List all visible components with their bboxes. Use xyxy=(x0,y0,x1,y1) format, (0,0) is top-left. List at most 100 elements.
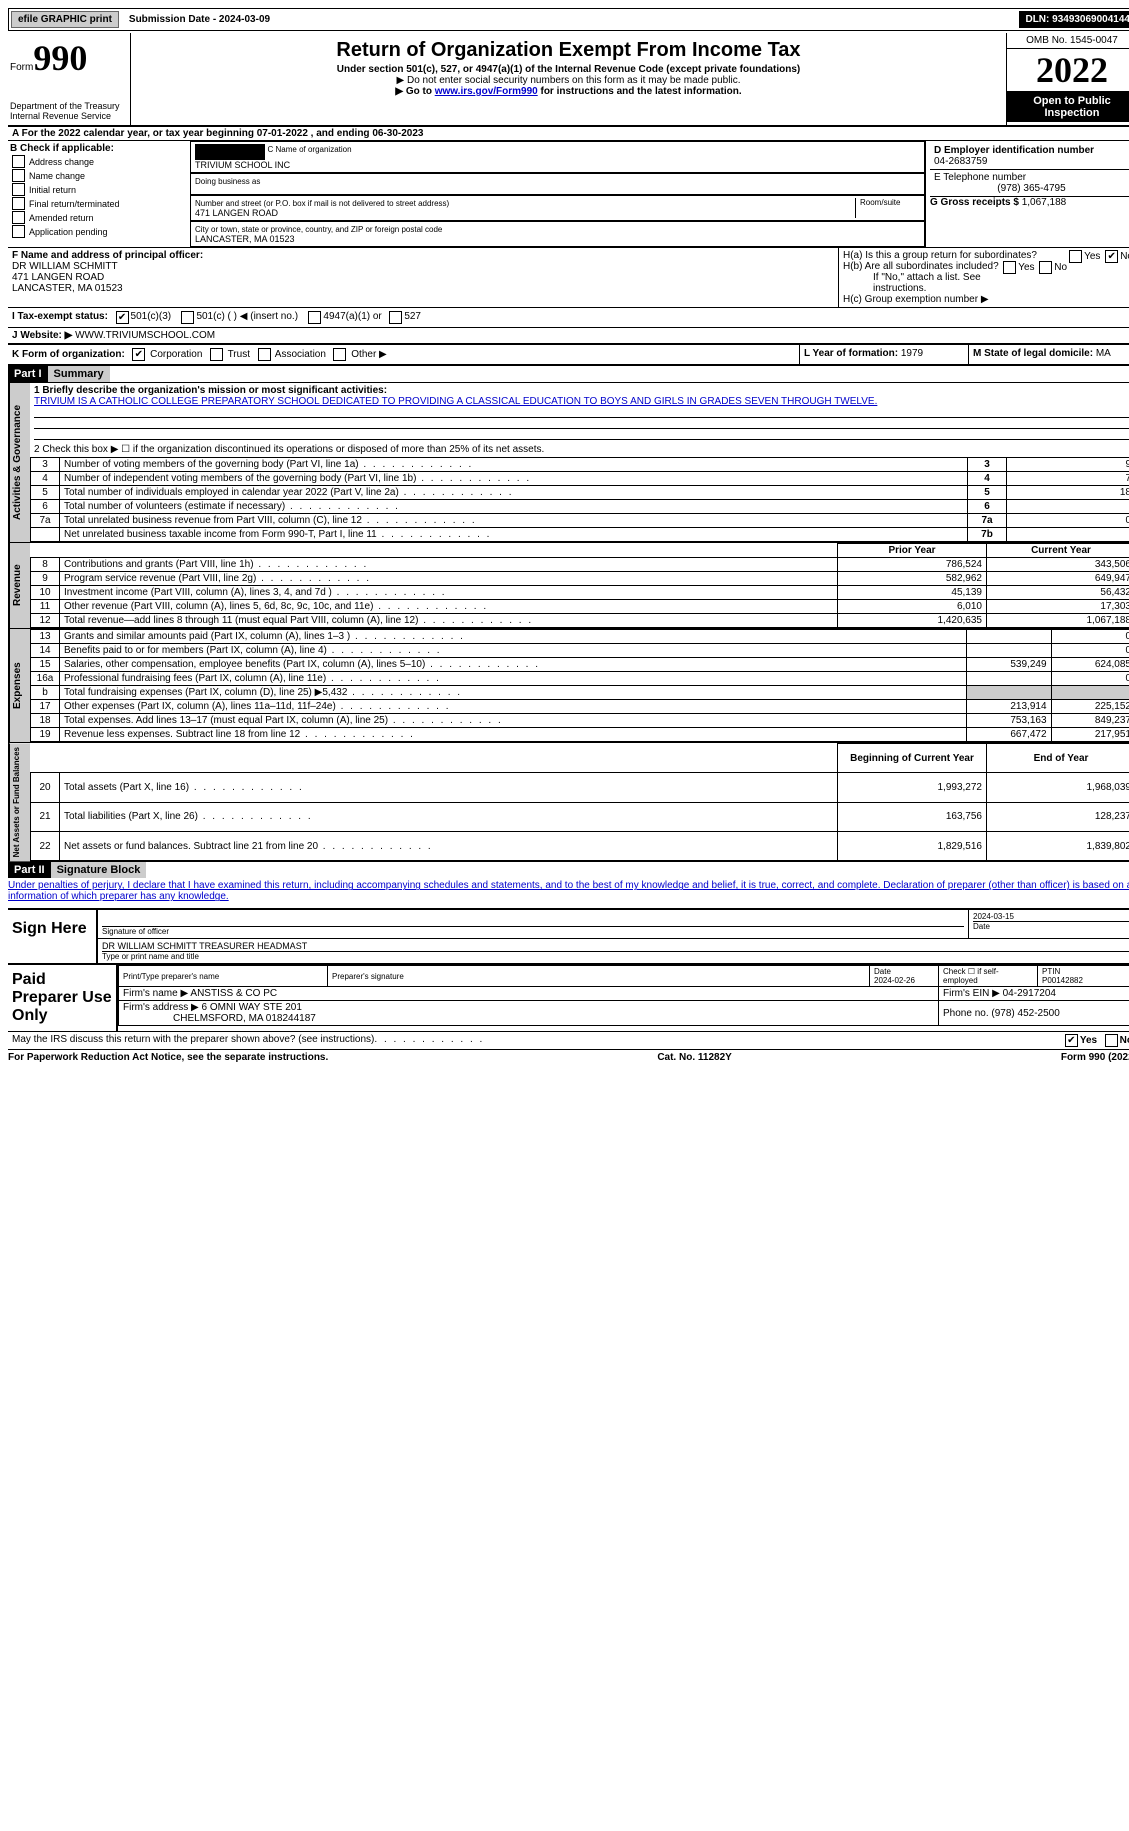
501c3-checkbox[interactable] xyxy=(116,311,129,324)
line-desc: Professional fundraising fees (Part IX, … xyxy=(60,672,967,686)
paid-preparer-label: Paid Preparer Use Only xyxy=(8,965,116,1031)
501c-checkbox[interactable] xyxy=(181,311,194,324)
perjury-declaration: Under penalties of perjury, I declare th… xyxy=(8,878,1129,904)
line-desc: Program service revenue (Part VIII, line… xyxy=(60,572,838,586)
line-desc: Number of voting members of the governin… xyxy=(60,458,968,472)
officer-city: LANCASTER, MA 01523 xyxy=(12,283,123,294)
line-num: 15 xyxy=(31,658,60,672)
curr-val: 0 xyxy=(1051,644,1129,658)
revenue-label: Revenue xyxy=(9,543,30,628)
hb-no-checkbox[interactable] xyxy=(1039,261,1052,274)
527-checkbox[interactable] xyxy=(389,311,402,324)
b-opt-checkbox[interactable] xyxy=(12,225,25,238)
prior-val xyxy=(967,644,1051,658)
sig-date: 2024-03-15 xyxy=(973,912,1129,921)
hc-question: H(c) Group exemption number ▶ xyxy=(843,294,1129,305)
line-desc: Total fundraising expenses (Part IX, col… xyxy=(60,686,967,700)
b-opt-checkbox[interactable] xyxy=(12,183,25,196)
curr-val: 17,303 xyxy=(987,600,1129,614)
ha-question: H(a) Is this a group return for subordin… xyxy=(843,250,1129,261)
line-val: 0 xyxy=(1007,514,1129,528)
paperwork-notice: For Paperwork Reduction Act Notice, see … xyxy=(8,1052,328,1063)
b-opt-label: Application pending xyxy=(29,227,108,237)
curr-val: 225,152 xyxy=(1051,700,1129,714)
line-desc: Salaries, other compensation, employee b… xyxy=(60,658,967,672)
tax-year: 2022 xyxy=(1007,49,1129,92)
b-opt-label: Amended return xyxy=(29,213,94,223)
line-desc: Contributions and grants (Part VIII, lin… xyxy=(60,558,838,572)
e-label: E Telephone number xyxy=(934,172,1026,183)
line-desc: Other expenses (Part IX, column (A), lin… xyxy=(60,700,967,714)
line-desc: Total number of volunteers (estimate if … xyxy=(60,500,968,514)
curr-val: 1,839,802 xyxy=(987,832,1129,861)
hb-yes-checkbox[interactable] xyxy=(1003,261,1016,274)
prior-val: 6,010 xyxy=(838,600,987,614)
ha-yes-checkbox[interactable] xyxy=(1069,250,1082,263)
gross-receipts: 1,067,188 xyxy=(1022,197,1067,208)
prior-val: 582,962 xyxy=(838,572,987,586)
ptin: P00142882 xyxy=(1042,976,1083,985)
b-opt-checkbox[interactable] xyxy=(12,169,25,182)
firm-addr: 6 OMNI WAY STE 201 xyxy=(202,1002,302,1013)
submission-date: Submission Date - 2024-03-09 xyxy=(123,12,276,27)
dba-label: Doing business as xyxy=(195,177,260,186)
b-opt-checkbox[interactable] xyxy=(12,197,25,210)
redacted-box xyxy=(195,144,265,160)
b-opt-checkbox[interactable] xyxy=(12,211,25,224)
prior-val: 1,829,516 xyxy=(838,832,987,861)
prior-val: 539,249 xyxy=(967,658,1051,672)
line-num: 11 xyxy=(31,600,60,614)
org-name: TRIVIUM SCHOOL INC xyxy=(195,160,290,170)
expenses-label: Expenses xyxy=(9,629,30,742)
efile-print-button[interactable]: efile GRAPHIC print xyxy=(11,11,119,28)
dln: DLN: 93493069004144 xyxy=(1019,11,1129,28)
line-box: 7a xyxy=(968,514,1007,528)
curr-val: 0 xyxy=(1051,672,1129,686)
line-desc: Total expenses. Add lines 13–17 (must eq… xyxy=(60,714,967,728)
line-box: 3 xyxy=(968,458,1007,472)
l-label: L Year of formation: xyxy=(804,348,898,359)
line-desc: Revenue less expenses. Subtract line 18 … xyxy=(60,728,967,742)
assoc-checkbox[interactable] xyxy=(258,348,271,361)
curr-val: 624,085 xyxy=(1051,658,1129,672)
irs-link[interactable]: www.irs.gov/Form990 xyxy=(435,86,538,97)
line-num: 9 xyxy=(31,572,60,586)
d-label: D Employer identification number xyxy=(934,145,1094,156)
ha-no-checkbox[interactable] xyxy=(1105,250,1118,263)
discuss-yes-checkbox[interactable] xyxy=(1065,1034,1078,1047)
trust-checkbox[interactable] xyxy=(210,348,223,361)
4947-checkbox[interactable] xyxy=(308,311,321,324)
line-val xyxy=(1007,500,1129,514)
b-opt-label: Initial return xyxy=(29,185,76,195)
open-inspection: Open to Public Inspection xyxy=(1007,92,1129,122)
line-num: 5 xyxy=(31,486,60,500)
prior-val: 667,472 xyxy=(967,728,1051,742)
curr-val: 56,432 xyxy=(987,586,1129,600)
form-title: Return of Organization Exempt From Incom… xyxy=(135,39,1002,62)
sig-date-label: Date xyxy=(973,921,1129,931)
subtitle-2: ▶ Do not enter social security numbers o… xyxy=(135,75,1002,86)
dept-treasury: Department of the Treasury xyxy=(10,101,128,111)
subtitle-3: ▶ Go to www.irs.gov/Form990 for instruct… xyxy=(135,86,1002,97)
b-opt-label: Address change xyxy=(29,157,94,167)
line-desc: Total unrelated business revenue from Pa… xyxy=(60,514,968,528)
f-label: F Name and address of principal officer: xyxy=(12,250,203,261)
line-num: b xyxy=(31,686,60,700)
sig-officer-label: Signature of officer xyxy=(102,927,169,936)
prior-val: 1,420,635 xyxy=(838,614,987,628)
firm-name: ANSTISS & CO PC xyxy=(190,988,277,999)
discuss-no-checkbox[interactable] xyxy=(1105,1034,1118,1047)
corp-checkbox[interactable] xyxy=(132,348,145,361)
firm-city: CHELMSFORD, MA 018244187 xyxy=(173,1013,316,1024)
line-num: 22 xyxy=(31,832,60,861)
line-num xyxy=(31,528,60,542)
line-box: 5 xyxy=(968,486,1007,500)
type-name-label: Type or print name and title xyxy=(102,952,1129,961)
g-label: G Gross receipts $ xyxy=(930,197,1019,208)
curr-val: 649,947 xyxy=(987,572,1129,586)
prior-val xyxy=(967,686,1051,700)
b-opt-checkbox[interactable] xyxy=(12,155,25,168)
line-num: 6 xyxy=(31,500,60,514)
other-checkbox[interactable] xyxy=(333,348,346,361)
line-desc: Total number of individuals employed in … xyxy=(60,486,968,500)
